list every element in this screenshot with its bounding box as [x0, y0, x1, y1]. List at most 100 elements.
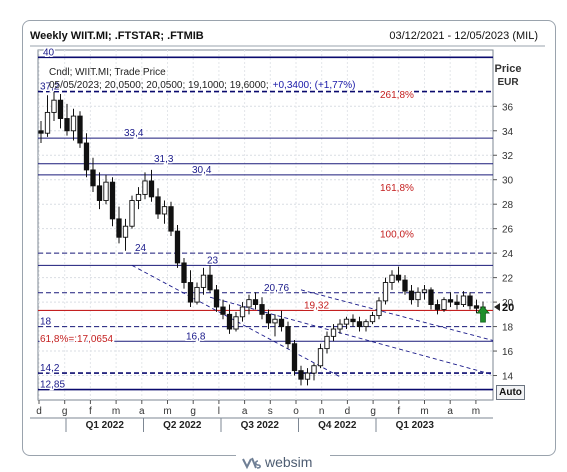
candle — [38, 120, 44, 144]
chart-title: Weekly WIIT.MI; .FTSTAR; .FTMIB — [30, 30, 204, 42]
candle — [337, 319, 343, 334]
price-level-label: 40 — [43, 47, 55, 58]
auto-scale-button[interactable]: Auto — [496, 385, 525, 400]
candle-body — [57, 99, 64, 119]
candle — [135, 187, 142, 210]
candle — [109, 177, 116, 227]
candle-body — [272, 318, 278, 324]
month-label: d — [36, 406, 42, 417]
trendline — [131, 264, 341, 378]
candle-body — [434, 304, 441, 310]
candle — [252, 292, 259, 310]
candle — [434, 299, 441, 315]
candle — [389, 270, 395, 290]
candle-body — [291, 343, 298, 372]
candle-body — [382, 282, 389, 302]
candle-body — [142, 180, 148, 195]
price-level-label: 19,32 — [304, 300, 329, 311]
y-tick-label: 18 — [502, 323, 514, 334]
candle — [116, 206, 122, 244]
y-tick-label: 30 — [502, 176, 514, 187]
candle — [350, 314, 356, 327]
candle — [311, 363, 317, 381]
candle-body — [174, 230, 181, 264]
candle-body — [402, 279, 408, 292]
candle — [395, 266, 402, 283]
candle — [441, 297, 447, 312]
price-level-label: 37,2 — [40, 82, 60, 93]
price-level-label: 16,8 — [186, 331, 206, 342]
quarter-label: Q2 2022 — [163, 420, 202, 431]
candle — [168, 201, 174, 237]
fibonacci-label: 100,0% — [380, 230, 414, 241]
candle — [70, 108, 77, 141]
candle-body — [64, 118, 70, 132]
candle-body — [408, 290, 415, 301]
month-label: a — [447, 406, 453, 417]
candle-body — [376, 300, 382, 317]
month-label: d — [345, 406, 351, 417]
candle — [278, 310, 285, 332]
y-axis: 14 16 18 20 22 24 26 28 30 32 34 36 20 — [493, 102, 514, 383]
candle-body — [207, 274, 213, 291]
candle — [317, 343, 324, 369]
candle-body — [460, 295, 467, 305]
candle — [343, 316, 350, 330]
websim-logo-icon — [242, 457, 261, 470]
candle-body — [298, 370, 304, 380]
candle-body — [77, 115, 83, 144]
candle-body — [226, 313, 233, 330]
candle-body — [421, 289, 428, 293]
price-level-label: 23 — [207, 255, 219, 266]
month-label: m — [420, 406, 428, 417]
month-label: n — [319, 406, 325, 417]
candle-body — [181, 262, 187, 283]
month-label: l — [218, 406, 220, 417]
candle-body — [428, 289, 434, 305]
price-level-label: 18 — [40, 317, 52, 328]
candle-body — [395, 274, 402, 281]
fibonacci-label: 261,8% — [380, 90, 414, 101]
candle-body — [337, 323, 343, 330]
month-label: m — [112, 406, 120, 417]
fibonacci-label: 161,8% — [380, 183, 414, 194]
quarter-label: Q1 2023 — [396, 420, 435, 431]
candle-body — [129, 200, 135, 227]
candle-body — [252, 299, 259, 305]
candle-body — [135, 193, 142, 201]
candle — [408, 284, 415, 305]
candle-body — [363, 321, 369, 328]
price-axis-label: Price — [495, 63, 522, 75]
candle-body — [350, 318, 356, 323]
candle-body — [96, 185, 103, 201]
candle-body — [285, 326, 291, 345]
quarter-label: Q1 2022 — [86, 420, 125, 431]
candle — [428, 287, 434, 310]
y-tick-label: 24 — [502, 249, 514, 260]
candle — [90, 157, 96, 192]
candle — [142, 172, 148, 200]
candle — [369, 311, 376, 325]
candle-body — [259, 304, 265, 315]
candle-body — [200, 274, 207, 288]
candle — [259, 297, 265, 320]
candle-body — [467, 295, 473, 307]
date-range: 03/12/2021 - 12/05/2023 (MIL) — [389, 30, 538, 42]
candle — [324, 331, 330, 354]
y-tick-label: 34 — [502, 127, 514, 138]
legend-values: 05/05/2023; 20,0500; 20,0500; 19,1000; 1… — [49, 80, 356, 91]
candle-body — [122, 225, 129, 238]
candle — [213, 284, 220, 312]
buy-signal-arrow-icon — [476, 305, 490, 323]
candle — [233, 311, 239, 332]
candle-body — [103, 181, 109, 201]
candle — [363, 319, 369, 332]
candle-body — [304, 372, 311, 380]
candle — [226, 304, 233, 334]
y-tick-label: 28 — [502, 200, 514, 211]
price-level-label: 20,76 — [264, 283, 289, 294]
month-label: a — [242, 406, 248, 417]
candle — [304, 368, 311, 386]
candle — [187, 270, 194, 307]
